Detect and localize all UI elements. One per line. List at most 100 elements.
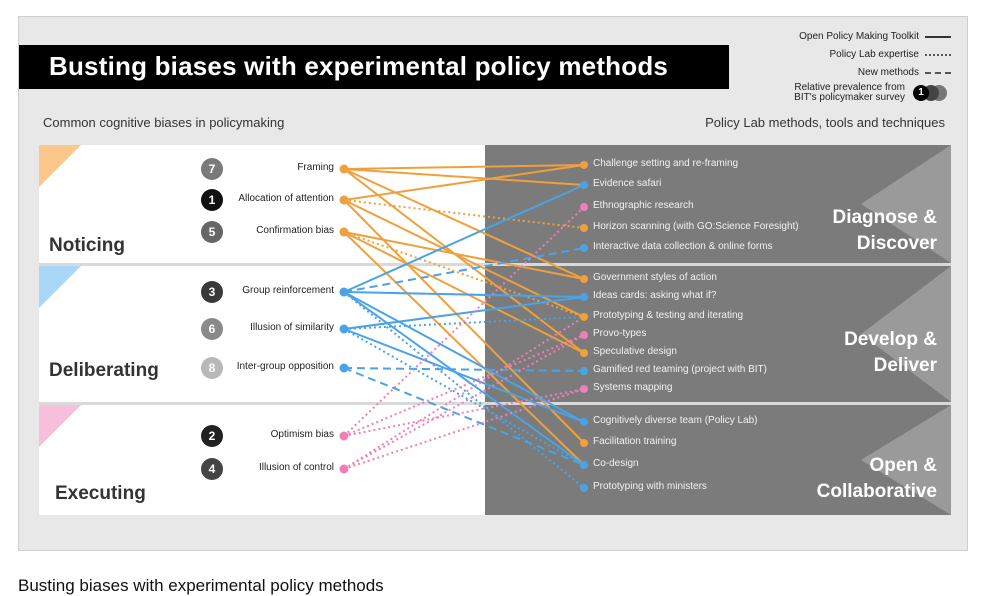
bias-method-link	[343, 291, 585, 423]
bias-method-link	[343, 168, 585, 354]
method-node-dot	[580, 418, 588, 426]
bias-method-link	[343, 328, 585, 423]
infographic-title: Busting biases with experimental policy …	[49, 51, 669, 81]
legend-prevalence: Relative prevalence from BIT's policymak…	[794, 83, 951, 103]
legend-expertise-label: Policy Lab expertise	[829, 49, 920, 60]
phase-label-line: Discover	[856, 233, 937, 254]
bias-method-link	[343, 334, 585, 470]
legend-expertise: Policy Lab expertise	[829, 49, 951, 60]
phase-label: Open & Collaborative	[817, 453, 937, 505]
method-node-dot	[580, 484, 588, 492]
bias-name: Allocation of attention	[238, 193, 334, 204]
method-name: Government styles of action	[593, 272, 717, 283]
legend-prevalence-line2: BIT's policymaker survey	[794, 92, 905, 103]
method-node-dot	[580, 244, 588, 252]
method-node-dot	[580, 275, 588, 283]
bias-method-links	[339, 161, 588, 492]
bias-node-dot	[339, 431, 349, 441]
bias-method-link	[343, 164, 585, 170]
method-name: Cognitively diverse team (Policy Lab)	[593, 415, 758, 426]
prevalence-rank-badge: 8	[201, 357, 223, 379]
bias-name: Illusion of control	[258, 462, 334, 473]
bias-method-link	[343, 184, 585, 293]
method-name: Ideas cards: asking what if?	[593, 290, 717, 301]
method-node-dot	[580, 349, 588, 357]
method-name: Provo-types	[593, 328, 647, 339]
bias-method-link	[343, 291, 585, 298]
method-name: Systems mapping	[593, 382, 673, 393]
phase-label-line: Diagnose &	[832, 207, 937, 228]
bias-method-link	[343, 328, 585, 466]
stage-divider	[39, 402, 951, 405]
prevalence-circles-icon: 1	[911, 83, 951, 103]
legend-toolkit: Open Policy Making Toolkit	[799, 31, 951, 42]
biases-panel	[39, 145, 485, 515]
phase-label-line: Open &	[869, 455, 937, 476]
bias-method-link	[343, 291, 585, 466]
legend-prevalence-line1: Relative prevalence from	[794, 82, 905, 93]
bias-method-link	[343, 388, 585, 437]
bias-method-link	[343, 199, 585, 229]
bias-name: Framing	[297, 162, 334, 173]
bias-method-link	[343, 164, 585, 201]
bias-method-link	[343, 206, 585, 437]
bias-method-link	[343, 231, 585, 318]
phase-chevron-icon	[861, 266, 951, 402]
method-name: Gamified red teaming (project with BIT)	[593, 364, 767, 375]
dashed-line-swatch	[925, 71, 951, 74]
stage-corner-triangle	[39, 405, 81, 447]
solid-line-swatch	[925, 35, 951, 38]
phase-label-line: Collaborative	[816, 481, 937, 502]
infographic-poster: Busting biases with experimental policy …	[18, 16, 968, 551]
prevalence-rank-badge: 3	[201, 281, 223, 303]
method-node-dot	[580, 161, 588, 169]
dotted-line-swatch	[925, 53, 951, 56]
bias-node-dot	[339, 324, 349, 334]
legend-toolkit-label: Open Policy Making Toolkit	[799, 31, 919, 42]
phase-label-line: Deliver	[873, 355, 937, 376]
stage-label-noticing: Noticing	[49, 235, 125, 256]
phase-label: Diagnose & Discover	[832, 205, 937, 257]
bias-node-dot	[339, 164, 349, 174]
bias-method-link	[343, 168, 585, 280]
bias-method-link	[343, 199, 585, 318]
bias-method-link	[343, 334, 585, 437]
phase-chevron-icon	[861, 405, 951, 515]
stage-label-executing: Executing	[55, 483, 146, 504]
method-name: Ethnographic research	[593, 200, 694, 211]
method-node-dot	[580, 293, 588, 301]
figure-caption: Busting biases with experimental policy …	[18, 576, 384, 595]
bias-method-link	[343, 231, 585, 466]
method-node-dot	[580, 331, 588, 339]
method-name: Prototyping with ministers	[593, 481, 707, 492]
method-node-dot	[580, 203, 588, 211]
bias-method-link	[343, 247, 585, 293]
method-node-dot	[580, 313, 588, 321]
bias-name: Group reinforcement	[242, 285, 334, 296]
method-name: Speculative design	[593, 346, 677, 357]
phase-chevron-icon	[861, 145, 951, 263]
prevalence-rank-badge: 1	[201, 189, 223, 211]
bias-name: Optimism bias	[270, 429, 334, 440]
stage-corner-triangle	[39, 145, 81, 187]
bias-method-link	[343, 231, 585, 354]
bias-method-link	[343, 388, 585, 470]
bias-method-link	[343, 231, 585, 280]
bias-name: Illusion of similarity	[250, 322, 334, 333]
bias-method-link	[343, 367, 585, 466]
bias-method-link	[343, 316, 585, 470]
method-node-dot	[580, 181, 588, 189]
prevalence-rank-badge: 2	[201, 425, 223, 447]
method-node-dot	[580, 461, 588, 469]
bias-method-link	[343, 367, 585, 372]
bias-node-dot	[339, 227, 349, 237]
phase-label: Develop & Deliver	[844, 327, 937, 379]
prevalence-example-number: 1	[913, 85, 929, 101]
phase-label-line: Develop &	[844, 329, 937, 350]
biases-header: Common cognitive biases in policymaking	[43, 115, 285, 130]
bias-method-link	[343, 296, 585, 330]
legend-prevalence-text: Relative prevalence from BIT's policymak…	[794, 83, 905, 103]
bias-node-dot	[339, 287, 349, 297]
stage-corner-triangle	[39, 266, 81, 308]
method-name: Facilitation training	[593, 436, 677, 447]
